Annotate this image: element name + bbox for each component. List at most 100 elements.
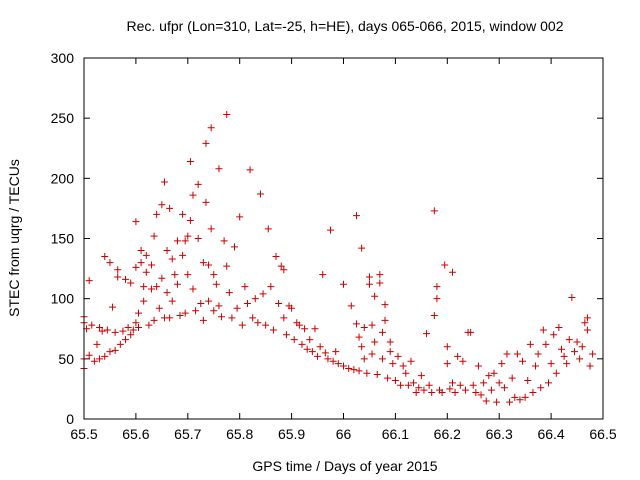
- data-point: [371, 338, 379, 346]
- data-point: [360, 324, 368, 332]
- data-point: [391, 376, 399, 384]
- data-point: [430, 207, 438, 215]
- data-point: [269, 326, 277, 334]
- data-point: [311, 325, 319, 333]
- data-point: [568, 293, 576, 301]
- data-point: [145, 321, 153, 329]
- data-point: [122, 336, 130, 344]
- data-point: [101, 352, 109, 360]
- data-point: [321, 349, 329, 357]
- data-point: [563, 360, 571, 368]
- data-point: [306, 336, 314, 344]
- data-point: [127, 279, 135, 287]
- data-point: [524, 376, 532, 384]
- data-point: [485, 372, 493, 380]
- data-point: [101, 253, 109, 261]
- data-point: [402, 369, 410, 377]
- y-tick-label: 250: [51, 110, 75, 126]
- data-point: [589, 350, 597, 358]
- x-tick-label: 65.7: [174, 426, 201, 442]
- data-point: [111, 328, 119, 336]
- data-point: [98, 327, 106, 335]
- data-point: [360, 355, 368, 363]
- data-point: [487, 386, 495, 394]
- data-point: [220, 237, 228, 245]
- data-point: [467, 328, 475, 336]
- data-point: [547, 360, 555, 368]
- data-point: [412, 389, 420, 397]
- data-point: [205, 261, 213, 269]
- x-tick-label: 66.1: [382, 426, 409, 442]
- data-point: [254, 319, 262, 327]
- data-point: [223, 262, 231, 270]
- data-point: [534, 350, 542, 358]
- data-point: [103, 326, 111, 334]
- data-point: [275, 299, 283, 307]
- data-point: [334, 360, 342, 368]
- data-point: [407, 357, 415, 365]
- data-point: [179, 251, 187, 259]
- data-point: [345, 364, 353, 372]
- data-point: [88, 321, 96, 329]
- data-point: [207, 225, 215, 233]
- data-point: [272, 253, 280, 261]
- data-point: [127, 331, 135, 339]
- data-point: [573, 338, 581, 346]
- data-point: [324, 355, 332, 363]
- x-tick-label: 66.2: [434, 426, 461, 442]
- data-point: [251, 295, 259, 303]
- data-point: [192, 307, 200, 315]
- data-point: [158, 274, 166, 282]
- data-point: [140, 297, 148, 305]
- data-point: [461, 386, 469, 394]
- data-point: [90, 357, 98, 365]
- data-point: [96, 355, 104, 363]
- data-point: [153, 210, 161, 218]
- data-point: [256, 190, 264, 198]
- data-point: [352, 212, 360, 220]
- data-point: [513, 350, 521, 358]
- data-point: [560, 352, 568, 360]
- data-point: [111, 346, 119, 354]
- y-tick-label: 0: [66, 411, 74, 427]
- data-point: [386, 338, 394, 346]
- data-point: [163, 289, 171, 297]
- data-point: [384, 374, 392, 382]
- data-point: [160, 178, 168, 186]
- data-point: [181, 237, 189, 245]
- data-point: [490, 369, 498, 377]
- data-point: [264, 225, 272, 233]
- data-point: [171, 271, 179, 279]
- data-point: [241, 283, 249, 291]
- data-point: [290, 336, 298, 344]
- data-point: [140, 283, 148, 291]
- data-point: [352, 320, 360, 328]
- data-point: [355, 333, 363, 341]
- data-point: [168, 297, 176, 305]
- y-tick-label: 50: [58, 351, 74, 367]
- data-point: [480, 379, 488, 387]
- data-point: [155, 304, 163, 312]
- data-point: [259, 290, 267, 298]
- x-tick-label: 66.3: [486, 426, 513, 442]
- data-point: [373, 370, 381, 378]
- x-tick-label: 65.5: [70, 426, 97, 442]
- data-point: [316, 343, 324, 351]
- data-point: [158, 201, 166, 209]
- data-point: [555, 324, 563, 332]
- data-point: [550, 331, 558, 339]
- data-point: [532, 362, 540, 370]
- data-point: [340, 280, 347, 288]
- data-point: [150, 316, 158, 324]
- data-point: [358, 343, 366, 351]
- data-point: [399, 362, 407, 370]
- data-point: [347, 302, 355, 310]
- data-point: [194, 180, 202, 188]
- data-point: [425, 381, 433, 389]
- data-point: [202, 198, 210, 206]
- data-points: [80, 111, 597, 406]
- data-point: [303, 345, 311, 353]
- data-point: [581, 319, 589, 327]
